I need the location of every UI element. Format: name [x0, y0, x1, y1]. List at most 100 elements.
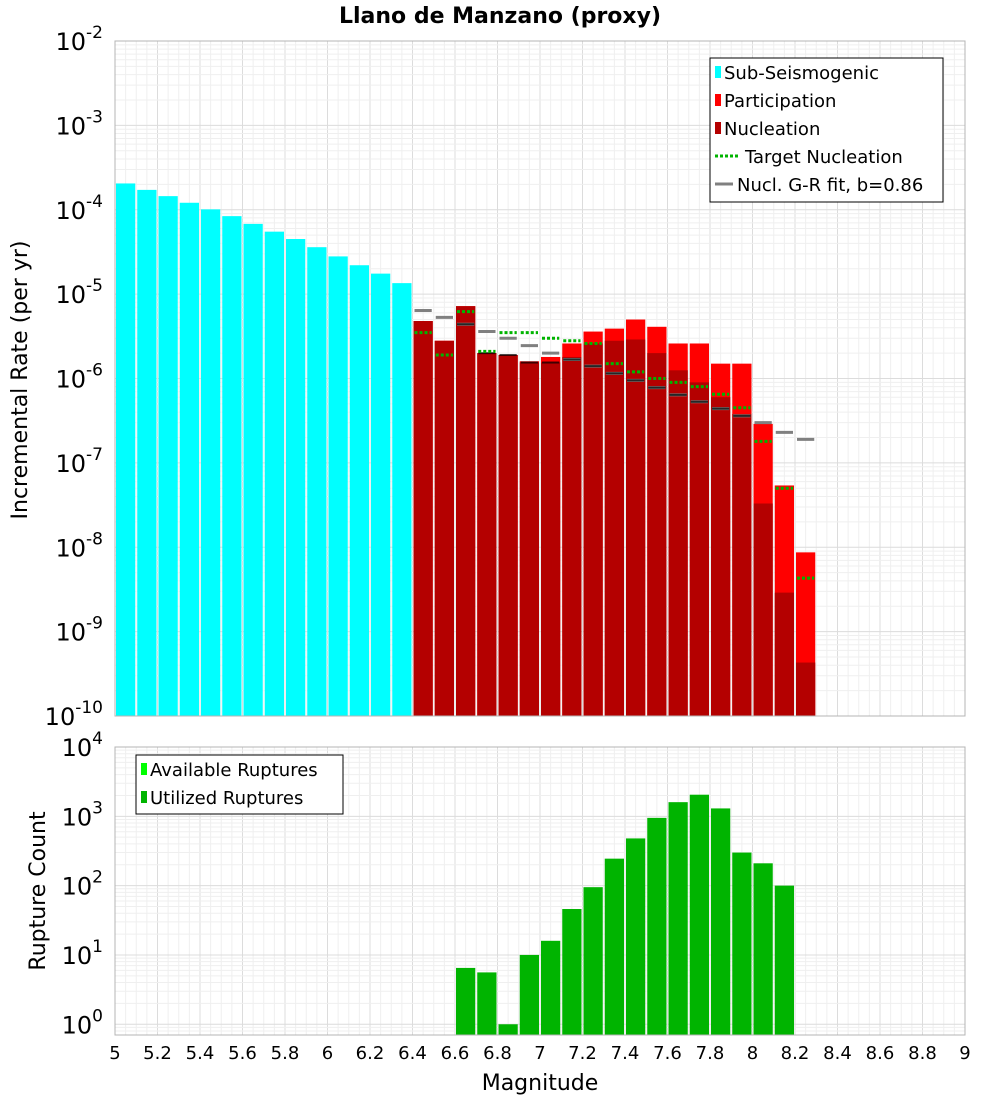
- sub-seismogenic-bar: [307, 247, 327, 716]
- x-tick-label: 5.8: [271, 1043, 300, 1064]
- x-tick-label: 7.6: [653, 1043, 682, 1064]
- nucleation-bar: [774, 592, 794, 716]
- y-tick-label: 10-10: [45, 698, 103, 731]
- x-tick-label: 8.2: [781, 1043, 810, 1064]
- sub-seismogenic-bar: [222, 216, 242, 717]
- nucleation-bar: [413, 321, 433, 716]
- nucleation-bar: [541, 362, 561, 716]
- count-y-axis-label: Rupture Count: [26, 811, 51, 971]
- sub-seismogenic-bar: [371, 273, 391, 716]
- nucleation-bar: [498, 354, 518, 716]
- utilized-ruptures-bar: [583, 887, 603, 1035]
- rate-panel-bars: [116, 183, 816, 717]
- y-tick-label: 104: [62, 729, 103, 762]
- y-tick-label: 10-4: [56, 192, 104, 225]
- rate-legend: Sub-Seismogenic Participation Nucleation Ta…: [709, 57, 944, 203]
- nucleation-bar: [583, 343, 603, 716]
- utilized-ruptures-bar: [668, 802, 688, 1035]
- utilized-ruptures-bar: [647, 817, 667, 1035]
- count-panel-bars: [456, 794, 794, 1035]
- legend-box: [135, 754, 344, 815]
- legend-label: Available Ruptures: [150, 760, 318, 781]
- nucleation-bar: [456, 306, 476, 716]
- x-tick-label: 6.6: [441, 1043, 470, 1064]
- x-tick-label: 5.4: [186, 1043, 215, 1064]
- x-tick-label: 6.8: [483, 1043, 512, 1064]
- count-panel-grid: [114, 746, 966, 1036]
- utilized-ruptures-bar: [477, 972, 497, 1035]
- utilized-ruptures-bar: [753, 863, 773, 1035]
- legend-swatch: [715, 66, 721, 78]
- rate-panel-lines: [414, 308, 815, 580]
- y-tick-label: 10-3: [56, 107, 104, 140]
- y-tick-label: 100: [62, 1006, 103, 1039]
- sub-seismogenic-bar: [201, 209, 221, 717]
- legend-label: Nucleation: [724, 119, 820, 140]
- utilized-ruptures-bar: [541, 940, 561, 1035]
- rate-panel-y-ticks: 10-2 10-3 10-4 10-5 10-6 10-7 10-8 10-9 10-10: [45, 23, 103, 731]
- nucleation-bar: [477, 353, 497, 716]
- nucleation-bar: [562, 356, 582, 716]
- legend-label: Target Nucleation: [744, 147, 903, 168]
- utilized-ruptures-bar: [626, 838, 646, 1035]
- count-panel-x-ticks: 5 5.2 5.4 5.6 5.8 6 6.2 6.4 6.6 6.8 7 7.2 7.4 7.6 7.8 8…: [109, 1043, 970, 1064]
- nucleation-bar: [689, 382, 709, 716]
- x-tick-label: 7.2: [568, 1043, 597, 1064]
- y-tick-label: 101: [62, 937, 103, 970]
- nucleation-bar: [711, 397, 731, 716]
- x-tick-label: 8: [747, 1043, 758, 1064]
- y-tick-label: 10-5: [56, 276, 104, 309]
- legend-label: Sub-Seismogenic: [724, 63, 879, 84]
- sub-seismogenic-bar: [286, 239, 306, 716]
- utilized-ruptures-bar: [732, 852, 752, 1035]
- sub-seismogenic-bar: [243, 223, 263, 716]
- x-tick-label: 6: [322, 1043, 333, 1064]
- y-tick-label: 10-6: [56, 361, 104, 394]
- sub-seismogenic-bar: [179, 202, 199, 716]
- sub-seismogenic-bar: [328, 256, 348, 716]
- nucleation-bar: [732, 413, 752, 716]
- utilized-ruptures-bar: [562, 909, 582, 1035]
- legend-label: Participation: [724, 91, 836, 112]
- utilized-ruptures-bar: [774, 885, 794, 1035]
- nucleation-bar: [626, 339, 646, 716]
- nucleation-bar: [753, 503, 773, 716]
- x-tick-label: 8.8: [908, 1043, 937, 1064]
- x-tick-label: 5: [109, 1043, 120, 1064]
- rate-panel-frame: [114, 40, 966, 717]
- x-tick-label: 8.6: [866, 1043, 895, 1064]
- sub-seismogenic-bar: [116, 183, 136, 716]
- y-tick-label: 10-2: [56, 23, 104, 56]
- utilized-ruptures-bar: [456, 967, 476, 1035]
- utilized-ruptures-bar: [604, 858, 624, 1035]
- count-panel: 104 103 102 101 100 5 5.2 5.4 5.6 5.8 6 6.2 6.4 6.6 6…: [26, 729, 971, 1096]
- legend-swatch: [715, 94, 721, 106]
- y-tick-label: 10-8: [56, 529, 104, 562]
- x-tick-label: 7.4: [611, 1043, 640, 1064]
- nucleation-bar: [434, 340, 454, 716]
- utilized-ruptures-bar: [711, 808, 731, 1035]
- rate-y-axis-label: Incremental Rate (per yr): [8, 241, 33, 520]
- x-tick-label: 7: [534, 1043, 545, 1064]
- x-tick-label: 8.4: [823, 1043, 852, 1064]
- chart-title: Llano de Manzano (proxy): [339, 4, 661, 29]
- sub-seismogenic-bar: [158, 196, 178, 716]
- legend-swatch: [141, 791, 147, 803]
- x-tick-label: 5.6: [228, 1043, 257, 1064]
- legend-label: Utilized Ruptures: [150, 788, 303, 809]
- count-panel-frame: [114, 746, 966, 1036]
- count-panel-y-ticks: 104 103 102 101 100: [62, 729, 103, 1039]
- sub-seismogenic-bar: [264, 231, 284, 716]
- x-tick-label: 7.8: [696, 1043, 725, 1064]
- x-tick-label: 6.2: [356, 1043, 385, 1064]
- nucleation-bar: [647, 353, 667, 716]
- count-legend: Available Ruptures Utilized Ruptures: [135, 754, 344, 815]
- sub-seismogenic-bar: [137, 189, 157, 716]
- x-tick-label: 9: [959, 1043, 970, 1064]
- y-tick-label: 10-9: [56, 614, 104, 647]
- legend-swatch: [715, 122, 721, 134]
- utilized-ruptures-bar: [689, 794, 709, 1035]
- sub-seismogenic-bar: [392, 283, 412, 716]
- y-tick-label: 102: [62, 868, 103, 901]
